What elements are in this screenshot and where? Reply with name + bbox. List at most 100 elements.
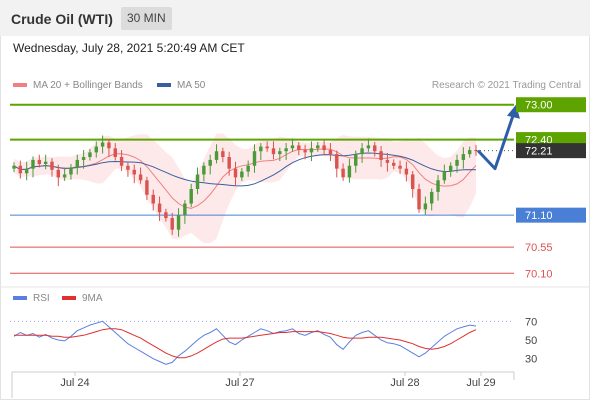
candle-body [398,165,402,169]
candle-body [75,159,80,168]
level-label-70.10: 70.10 [525,268,553,280]
level-label-72.21: 72.21 [525,146,553,158]
candle-body [31,159,35,169]
candle-body [69,167,73,175]
candle-body [354,154,358,166]
legend-9ma: 9MA [62,293,103,304]
level-label-71.10: 71.10 [525,210,553,222]
rsi-tick-50: 50 [525,335,537,347]
rsi-ma-line [14,328,477,359]
projection-arrow [476,112,516,171]
candle-body [303,150,307,153]
candle-body [221,151,225,158]
level-label-73.00: 73.00 [525,100,553,112]
candle-body [278,151,282,155]
candle-body [62,174,67,178]
candle-body [81,157,86,160]
candle-body [429,191,434,204]
candle-body [170,218,174,230]
bollinger-band [14,133,476,244]
candle-body [341,168,345,178]
candle-body [195,174,200,189]
legend-rsi: RSI [13,293,50,304]
rsi-label: RSI [33,293,50,304]
9ma-swatch [62,296,76,301]
candle-body [18,165,23,174]
candle-body [309,148,314,153]
candle-body [316,145,320,149]
candle-body [157,203,162,213]
candle-body [164,212,168,219]
chart-datetime: Wednesday, July 28, 2021 5:20:49 AM CET [13,41,245,55]
candle-body [202,165,206,175]
ma50-label: MA 50 [177,80,206,91]
candle-body [183,203,187,216]
legend-ma50: MA 50 [157,80,205,91]
candle-body [335,154,339,169]
candle-body [151,194,155,204]
rsi-tick-30: 30 [525,354,537,366]
level-label-70.55: 70.55 [525,242,553,254]
rsi-line [13,320,477,365]
candle-body [240,171,244,178]
candle-body [214,151,219,160]
ma20-label: MA 20 + Bollinger Bands [33,80,143,91]
candle-body [113,148,117,158]
candle-body [455,159,459,166]
candle-body [37,159,42,165]
candle-body [442,171,447,181]
candle-body [233,168,238,178]
candle-body [410,174,415,189]
candle-body [126,165,130,170]
level-tag-72.21 [516,143,586,159]
candle-body [107,142,111,149]
candle-body [176,215,181,230]
candle-body [208,159,212,166]
candle-body [119,157,124,166]
candle-body [366,145,371,149]
x-tick-label-Jul-24: Jul 24 [60,377,89,389]
candle-body [246,165,250,172]
candle-body [94,146,98,153]
candle-body [290,145,295,149]
copyright-text: Research © 2021 Trading Central [431,80,581,91]
candle-body [271,148,276,155]
candle-body [347,165,352,178]
legend-ma20: MA 20 + Bollinger Bands [13,80,143,91]
candle-body [132,169,136,175]
timeframe-badge[interactable]: 30 MIN [121,7,172,30]
x-tick-label-Jul-27: Jul 27 [225,377,254,389]
candle-body [322,145,326,151]
x-tick-label-Jul-28: Jul 28 [390,377,419,389]
candle-body [379,151,383,160]
candle-body [259,146,263,152]
candle-body [328,150,333,155]
candle-body [297,145,301,151]
candle-body [227,157,231,169]
level-tag-73.00 [516,97,586,113]
x-tick-label-Jul-29: Jul 29 [466,377,495,389]
candle-body [12,165,16,169]
instrument-title: Crude Oil (WTI) [11,11,113,27]
candle-body [138,174,143,181]
candle-body [100,142,105,147]
candle-body [392,162,396,166]
level-tag-71.10 [516,207,586,223]
candle-body [284,148,288,152]
candle-body [461,154,466,160]
9ma-label: 9MA [82,293,103,304]
candle-body [189,189,193,204]
candle-body [265,146,269,149]
chart-header: Crude Oil (WTI) 30 MIN [0,0,590,36]
ma20-swatch [13,83,27,88]
rsi-tick-70: 70 [525,316,537,328]
candle-body [423,203,428,210]
candle-body [43,161,48,165]
candle-body [436,180,440,192]
candle-body [417,189,421,210]
candle-body [24,168,29,174]
candle-body [88,152,92,158]
ma50-swatch [157,83,171,88]
candle-body [360,148,364,155]
